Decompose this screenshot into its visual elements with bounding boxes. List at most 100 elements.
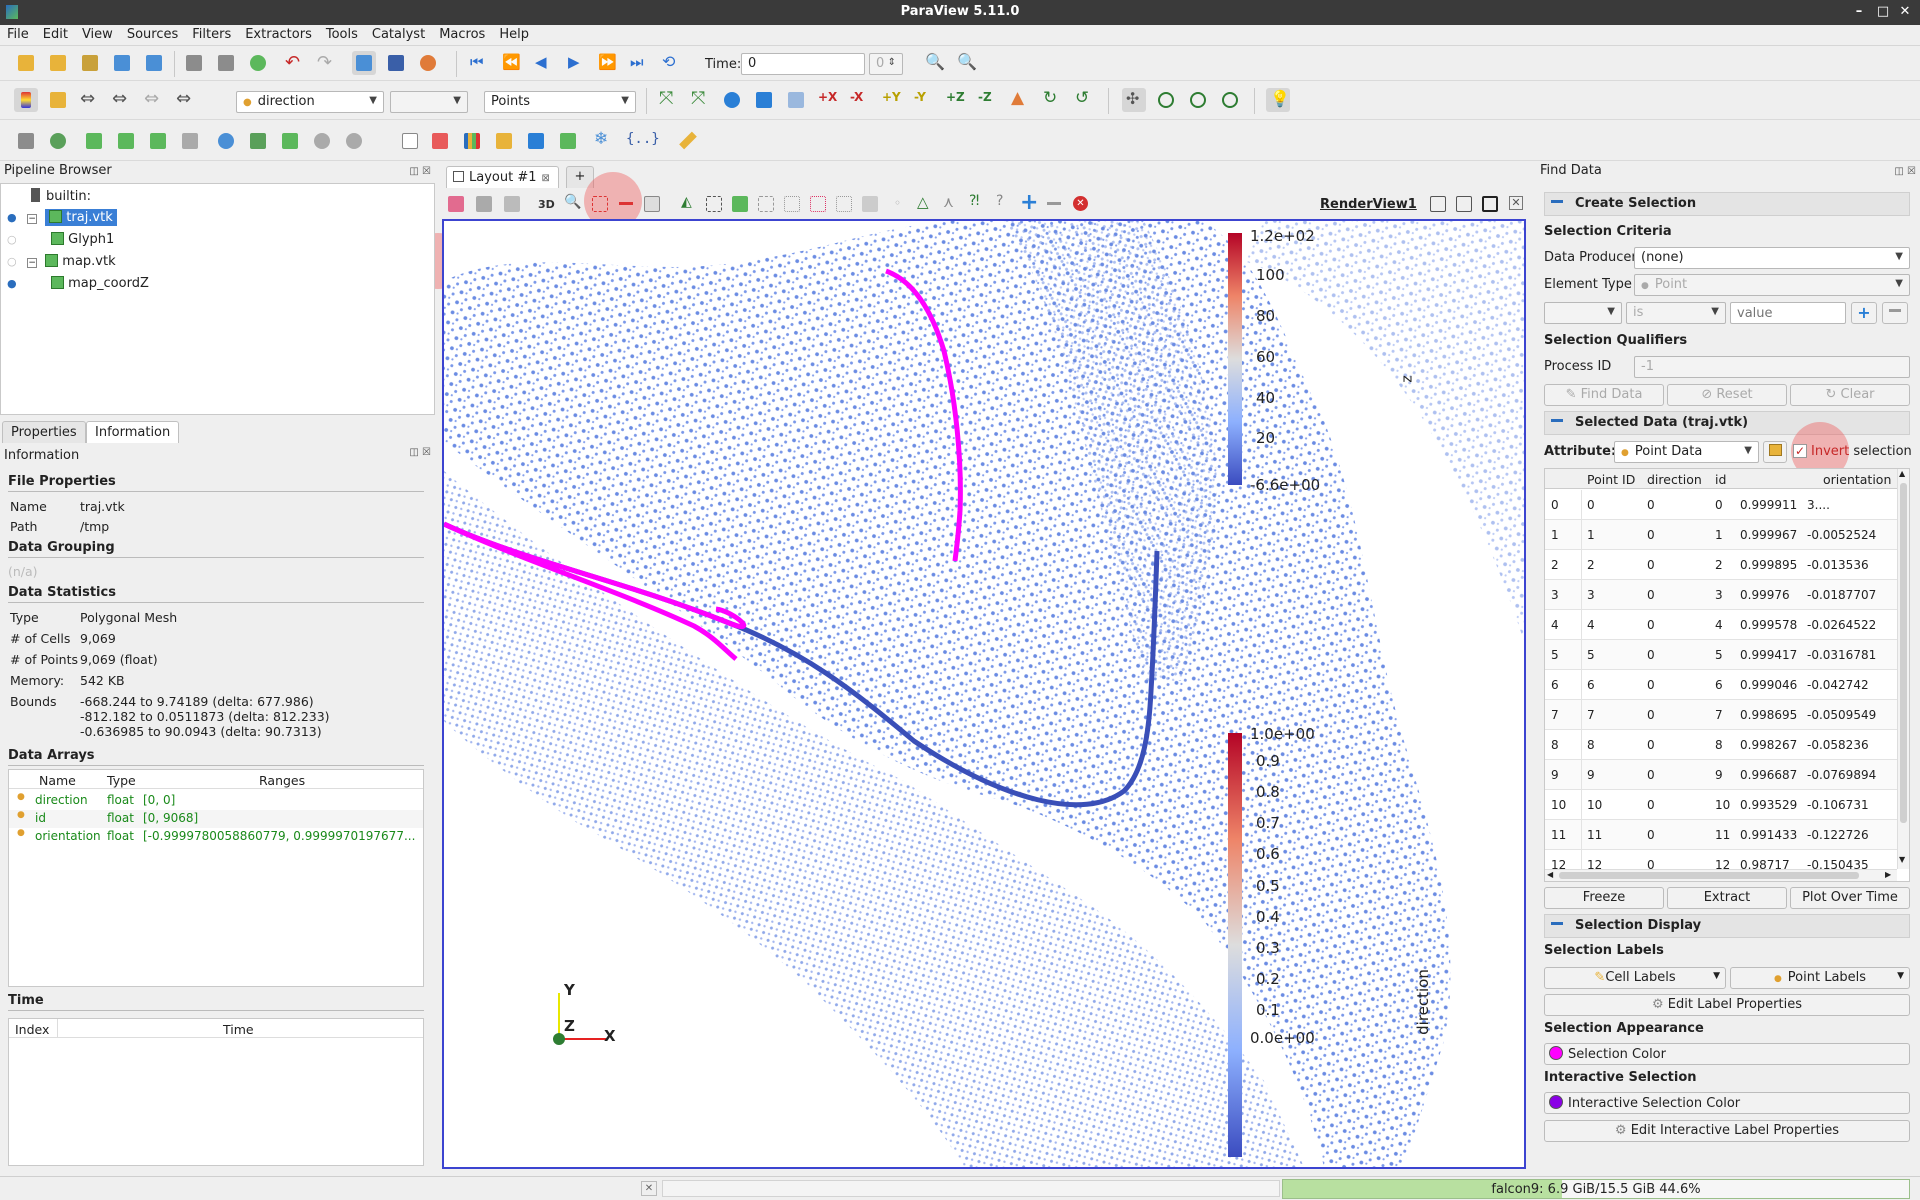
criteria-value-input[interactable] xyxy=(1730,302,1846,324)
camera-undo-button[interactable] xyxy=(500,192,524,216)
reset-center-button[interactable] xyxy=(1186,88,1210,112)
memory-usage-bar[interactable]: falcon9: 6.9 GiB/15.5 GiB 44.6% xyxy=(1282,1179,1910,1199)
time-index-spinbox[interactable]: 0 ⇕ xyxy=(869,53,903,75)
hover-points-on-button[interactable]: ⋏ xyxy=(938,192,962,216)
eye-visible-icon[interactable]: ● xyxy=(7,277,17,290)
connect-button[interactable] xyxy=(110,51,134,75)
zoom-closest-button[interactable]: 🔍 xyxy=(954,51,978,75)
col-name-header[interactable]: Name xyxy=(39,773,76,788)
pipeline-item-traj[interactable]: ● − traj.vtk xyxy=(7,209,117,228)
rescale-custom-button[interactable]: ⇔ xyxy=(110,88,134,112)
dock-buttons[interactable]: ◫ ☒ xyxy=(409,447,431,458)
menu-extractors[interactable]: Extractors xyxy=(245,27,312,42)
previous-frame-button[interactable]: ⏪ xyxy=(498,51,522,75)
pipeline-item-map[interactable]: ○ − map.vtk xyxy=(7,254,116,272)
table-row[interactable]: 8 8 0 8 0.998267 -0.058236 xyxy=(1545,730,1897,760)
table-row[interactable]: 5 5 0 5 0.999417 -0.0316781 xyxy=(1545,640,1897,670)
horizontal-scrollbar[interactable]: ◀ ▶ xyxy=(1545,869,1897,881)
center-axes-button[interactable]: ✣ xyxy=(1122,88,1146,112)
hover-cells-button[interactable] xyxy=(832,192,856,216)
threshold-button[interactable] xyxy=(146,129,170,153)
first-frame-button[interactable]: ⏮ xyxy=(466,51,490,75)
remove-criteria-button[interactable] xyxy=(1882,302,1908,324)
add-criteria-button[interactable]: + xyxy=(1851,302,1877,324)
scroll-up-icon[interactable]: ▲ xyxy=(1899,469,1906,478)
freeze-button[interactable]: Freeze xyxy=(1544,887,1664,909)
select-cells-button[interactable] xyxy=(640,192,664,216)
plot-over-line-button[interactable] xyxy=(398,129,422,153)
plot-over-time-button[interactable]: Plot Over Time xyxy=(1790,887,1910,909)
disconnect-button[interactable] xyxy=(142,51,166,75)
close-tab-icon[interactable]: ⊠ xyxy=(541,173,550,184)
time-input[interactable]: 0 xyxy=(741,53,865,75)
rescale-data-button[interactable]: ⇔ xyxy=(78,88,102,112)
selection-color-button[interactable]: Selection Color xyxy=(1544,1043,1910,1065)
query-points-button[interactable]: ? xyxy=(990,192,1014,216)
play-button[interactable]: ▶ xyxy=(562,51,586,75)
array-row[interactable]: ● orientation float [-0.9999780058860779… xyxy=(9,828,423,846)
table-row[interactable]: 7 7 0 7 0.998695 -0.0509549 xyxy=(1545,700,1897,730)
pipeline-item-glyph1[interactable]: ○ Glyph1 xyxy=(7,232,114,250)
menu-sources[interactable]: Sources xyxy=(126,27,179,42)
invert-selection-label[interactable]: Invert selection xyxy=(1811,444,1912,459)
table-row[interactable]: 10 10 0 10 0.993529 -0.106731 xyxy=(1545,790,1897,820)
select-points-through-button[interactable]: ◭ xyxy=(676,192,700,216)
python-calculator-button[interactable]: {..} xyxy=(624,129,660,153)
view-plus-y-button[interactable]: +Y xyxy=(880,88,904,112)
tab-information[interactable]: Information xyxy=(86,421,180,443)
table-row[interactable]: 0 0 0 0 0.999911 3.... xyxy=(1545,490,1897,520)
status-close-icon[interactable]: ✕ xyxy=(641,1181,657,1196)
interact-mode-button[interactable] xyxy=(352,51,376,75)
recent-files-button[interactable] xyxy=(46,51,70,75)
frustum-select-button[interactable]: △ xyxy=(912,192,936,216)
scrollbar-thumb[interactable] xyxy=(1900,483,1907,823)
python-shell-button[interactable] xyxy=(416,51,440,75)
load-state-button[interactable] xyxy=(214,51,238,75)
select-polygon-button[interactable] xyxy=(702,192,726,216)
plot-data-button[interactable] xyxy=(492,129,516,153)
calculator-button[interactable] xyxy=(14,129,38,153)
eye-hidden-icon[interactable]: ○ xyxy=(7,233,17,246)
process-id-input[interactable]: -1 xyxy=(1634,356,1910,378)
selection-display-section[interactable]: Selection Display xyxy=(1544,914,1910,938)
render-view[interactable]: 1.2e+02 100 80 60 40 20 -6.6e+00 z 1.0e+… xyxy=(442,219,1526,1169)
reset-button[interactable]: ⊘ Reset xyxy=(1667,384,1787,406)
edit-label-properties-button[interactable]: ⚙ Edit Label Properties xyxy=(1544,994,1910,1016)
menu-filters[interactable]: Filters xyxy=(192,27,232,42)
vertical-scrollbar[interactable]: ▲ ▼ xyxy=(1897,469,1909,869)
hover-points-button[interactable] xyxy=(806,192,830,216)
histogram-button[interactable] xyxy=(460,129,484,153)
render-view-label[interactable]: RenderView1 xyxy=(1320,197,1417,212)
interactive-select-points-button[interactable] xyxy=(780,192,804,216)
menu-view[interactable]: View xyxy=(81,27,113,42)
selected-data-table[interactable]: Point ID direction id orientation 0 0 0 0 0.… xyxy=(1544,468,1910,882)
array-row[interactable]: ● direction float [0, 0] xyxy=(9,792,423,810)
menu-catalyst[interactable]: Catalyst xyxy=(371,27,426,42)
clear-button[interactable]: ↻ Clear xyxy=(1790,384,1910,406)
menu-file[interactable]: File xyxy=(7,27,29,42)
dock-buttons[interactable]: ◫ ☒ xyxy=(1894,166,1916,177)
light-kit-button[interactable]: 💡 xyxy=(1266,88,1290,112)
edit-colormap-button[interactable] xyxy=(46,88,70,112)
dock-buttons[interactable]: ◫ ☒ xyxy=(409,166,431,177)
reset-session-button[interactable] xyxy=(246,51,270,75)
warp-by-vector-button[interactable] xyxy=(278,129,302,153)
collapse-icon[interactable]: − xyxy=(27,214,38,224)
reset-view-button[interactable] xyxy=(444,192,468,216)
extract-level-button[interactable] xyxy=(342,129,366,153)
camera-parallel-button[interactable]: 🔍 xyxy=(560,192,584,216)
close-window-icon[interactable]: ✕ xyxy=(1899,4,1911,19)
save-state-button[interactable] xyxy=(182,51,206,75)
view-minus-y-button[interactable]: -Y xyxy=(912,88,936,112)
next-frame-button[interactable]: ⏩ xyxy=(594,51,618,75)
save-data-button[interactable] xyxy=(78,51,102,75)
table-row[interactable]: 6 6 0 6 0.999046 -0.042742 xyxy=(1545,670,1897,700)
pick-center-button[interactable] xyxy=(1154,88,1178,112)
data-producer-select[interactable]: (none) ▼ xyxy=(1634,247,1910,269)
programmable-filter-button[interactable] xyxy=(556,129,580,153)
criteria-op-select[interactable]: is ▼ xyxy=(1626,302,1726,324)
color-array-select[interactable]: ● direction ▼ xyxy=(236,91,384,113)
scroll-down-icon[interactable]: ▼ xyxy=(1899,855,1906,864)
shrink-selection-button[interactable]: ◦ xyxy=(888,192,912,216)
selected-data-section[interactable]: Selected Data (traj.vtk) xyxy=(1544,411,1910,435)
